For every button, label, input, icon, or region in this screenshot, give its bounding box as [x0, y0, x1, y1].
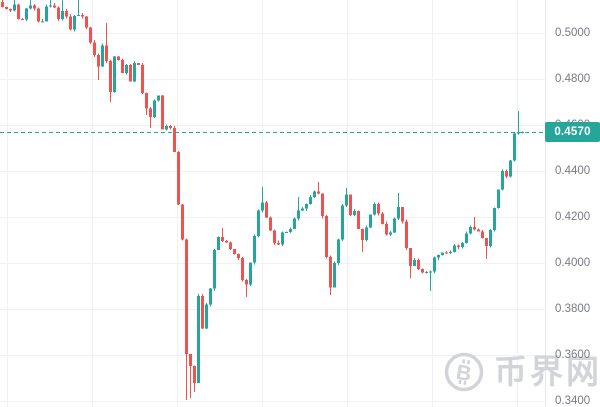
svg-text:B: B [454, 361, 473, 386]
price-axis-tick: 0.4200 [555, 211, 591, 223]
price-axis-tick: 0.4800 [555, 73, 591, 85]
grid [0, 0, 545, 407]
price-axis-tick: 0.4000 [555, 257, 591, 269]
price-axis-tick: 0.5000 [555, 27, 591, 39]
last-price-badge: 0.4570 [545, 121, 600, 142]
watermark-text: 币界网 [494, 353, 600, 390]
bitcoin-logo-icon: B [444, 352, 484, 392]
price-axis-tick: 0.3800 [555, 303, 591, 315]
price-axis-tick: 0.3600 [555, 349, 591, 361]
price-axis-tick: 0.3400 [555, 395, 591, 407]
candlestick-series [1, 0, 524, 401]
price-axis-tick: 0.4400 [555, 165, 591, 177]
watermark: B 币界网 [443, 350, 600, 394]
price-axis[interactable]: 0.50000.48000.46000.44000.42000.40000.38… [544, 0, 600, 407]
